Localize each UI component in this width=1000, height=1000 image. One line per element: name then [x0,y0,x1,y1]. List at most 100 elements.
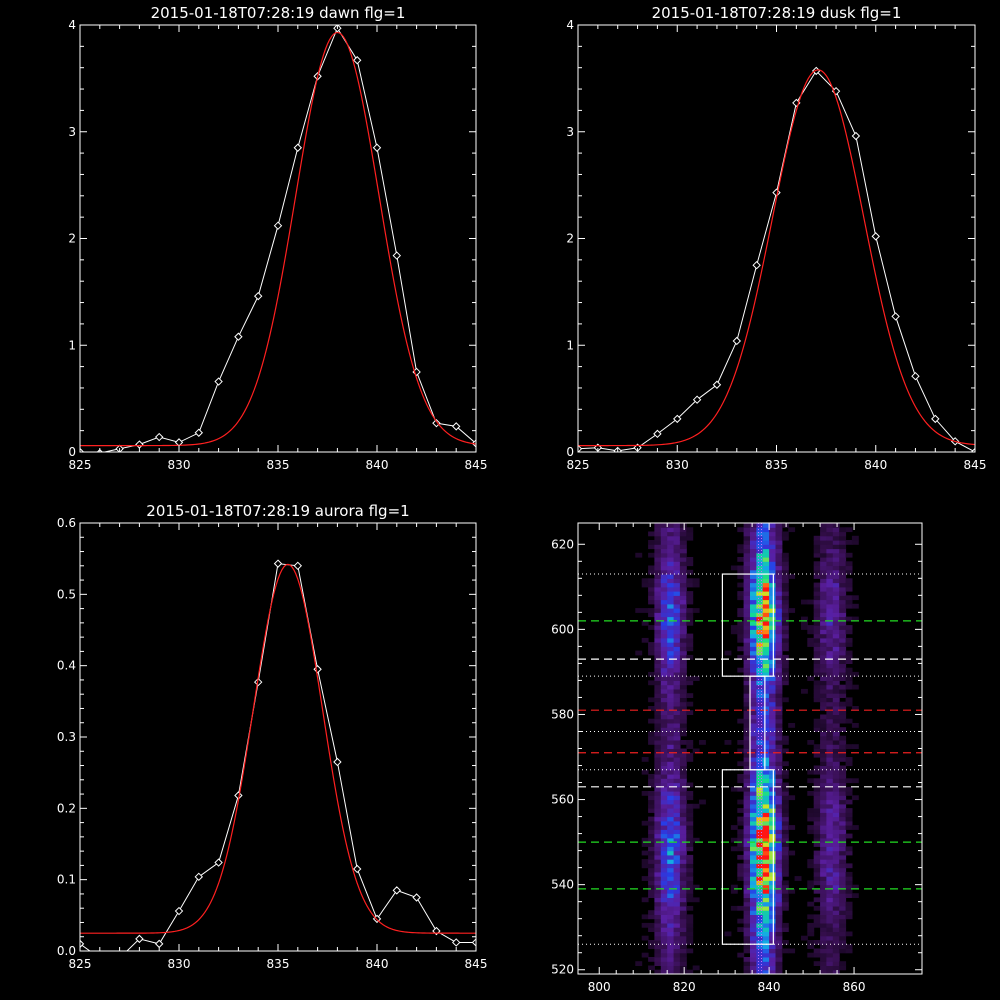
heatmap-cell [750,612,757,618]
heatmap-cell [832,552,840,558]
heatmap-cell [826,684,834,690]
heatmap-cell [750,867,757,873]
heatmap-cell [769,531,776,537]
heatmap-cell [756,778,764,784]
heatmap-cell [839,561,847,567]
heatmap-cell [839,531,847,537]
heatmap-cell [820,701,827,707]
heatmap-cell [762,782,770,788]
heatmap-cell [832,671,840,677]
heatmap-cell [641,850,649,856]
heatmap-cell [839,540,847,545]
x-tick-label: 840 [366,957,389,971]
heatmap-cell [813,586,821,592]
heatmap-cell [673,748,681,754]
heatmap-cell [826,952,834,958]
heatmap-cell [820,706,827,711]
heatmap-cell [832,744,840,749]
heatmap-cell [743,718,751,724]
heatmap-cell [781,761,789,767]
heatmap-cell [667,820,675,826]
heatmap-cell [673,952,681,958]
heatmap-cell [845,680,853,686]
heatmap-cell [756,701,764,707]
heatmap-cell [654,625,662,630]
heatmap-cell [654,544,662,550]
heatmap-cell [648,731,655,737]
heatmap-cell [813,748,821,754]
heatmap-cell [762,748,770,754]
heatmap-cell [743,701,751,707]
heatmap-cell [673,778,681,784]
heatmap-cell [807,740,815,745]
heatmap-cell [667,565,675,571]
region-box [721,573,774,677]
heatmap-cell [820,599,827,605]
heatmap-cell [756,714,764,720]
heatmap-cell [743,586,751,592]
heatmap-cell [781,620,789,626]
heatmap-cell [654,680,662,686]
heatmap-cell [832,603,840,609]
x-tick-label: 825 [69,458,92,472]
heatmap-cell [826,544,834,550]
heatmap-cell [743,565,751,571]
heatmap-cell [845,825,853,830]
heatmap-cell [667,774,675,779]
heatmap-cell [781,667,789,673]
heatmap-cell [807,812,815,818]
heatmap-cell [820,791,827,796]
heatmap-cell [679,706,687,711]
heatmap-cell [660,752,668,758]
heatmap-cell [781,880,789,886]
heatmap-cell [648,876,655,881]
heatmap-cell [820,833,827,839]
heatmap-cell [762,578,770,584]
heatmap-cell [807,901,815,907]
heatmap-cell [826,599,834,605]
data-point [653,429,662,439]
heatmap-cell [851,723,859,728]
heatmap-cell [756,752,764,758]
heatmap-cell [750,701,757,707]
heatmap-cell [686,922,694,928]
heatmap-cell [654,905,662,911]
heatmap-cell [660,957,668,962]
heatmap-cell [679,723,687,728]
heatmap-cell [673,965,681,971]
heatmap-cell [832,846,840,852]
heatmap-cell [813,574,821,579]
heatmap-cell [679,901,687,907]
heatmap-cell [845,893,853,898]
heatmap-cell [845,778,853,784]
heatmap-cell [769,876,776,881]
heatmap-cell [679,688,687,694]
heatmap-cell [762,659,770,664]
heatmap-cell [769,723,776,728]
heatmap-cell [826,706,834,711]
heatmap-cell [667,744,675,749]
heatmap-cell [807,829,815,835]
heatmap-cell [756,684,764,690]
heatmap-cell [750,774,757,779]
heatmap-cell [813,782,821,788]
heatmap-cell [648,612,655,618]
heatmap-cell [826,748,834,754]
heatmap-cell [769,918,776,924]
heatmap-cell [820,795,827,801]
heatmap-cell [679,552,687,558]
heatmap-cell [832,922,840,928]
heatmap-cell [762,642,770,647]
heatmap-cell [743,535,751,541]
heatmap-cell [781,591,789,596]
heatmap-cell [667,591,675,596]
heatmap-cell [654,591,662,596]
heatmap-cell [750,748,757,754]
heatmap-cell [839,880,847,886]
heatmap-cell [826,676,834,681]
heatmap-cell [750,863,757,869]
heatmap-cell [737,854,745,860]
heatmap-cell [750,540,757,545]
